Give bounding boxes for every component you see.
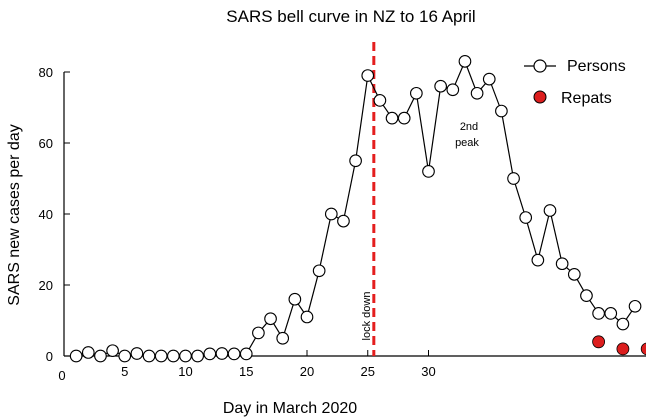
persons-point — [215, 347, 229, 360]
repats-point — [640, 342, 646, 356]
x-tick-label: 10 — [178, 364, 192, 379]
persons-point — [397, 111, 411, 125]
annotation-2nd-peak-line1: 2nd — [460, 121, 478, 133]
persons-point — [470, 86, 484, 100]
persons-point — [385, 111, 399, 125]
x-tick-label: 25 — [361, 364, 375, 379]
y-axis: 0 20 40 60 80 — [39, 65, 70, 364]
persons-point — [446, 83, 460, 97]
persons-point — [410, 86, 423, 100]
persons-point — [239, 347, 253, 361]
persons-point — [567, 268, 581, 281]
persons-point — [167, 349, 180, 363]
persons-point — [628, 299, 642, 313]
y-ticks: 0 20 40 60 80 — [39, 65, 70, 364]
annotation-2nd-peak-line2: peak — [455, 137, 479, 149]
persons-point — [592, 307, 605, 320]
persons-point — [507, 172, 520, 185]
persons-point — [482, 72, 496, 86]
persons-point — [227, 347, 241, 361]
persons-point — [349, 154, 362, 168]
x-tick-label: 15 — [239, 364, 253, 379]
persons-point — [434, 79, 448, 93]
persons-point — [580, 289, 593, 303]
y-axis-label: SARS new cases per day — [6, 124, 23, 305]
persons-point — [276, 331, 290, 345]
persons-point — [458, 54, 472, 68]
y-tick-label: 40 — [39, 207, 53, 222]
repats-point — [592, 335, 605, 349]
persons-point — [300, 310, 314, 324]
persons-point — [179, 349, 192, 363]
persons-point — [106, 344, 119, 358]
persons-point — [130, 347, 144, 360]
repats-point — [616, 342, 630, 356]
persons-point — [361, 69, 375, 82]
persons-point — [543, 204, 557, 217]
persons-point — [142, 349, 156, 363]
legend-repats-marker — [533, 90, 547, 104]
persons-point — [616, 317, 630, 331]
lockdown-label: lock down — [361, 292, 373, 341]
y-tick-label: 0 — [46, 349, 53, 364]
y-tick-label: 60 — [39, 136, 53, 151]
series-points — [69, 54, 646, 363]
persons-point — [531, 253, 545, 267]
persons-point — [288, 292, 302, 306]
persons-point — [94, 349, 107, 363]
x-tick-label: 0 — [58, 368, 65, 383]
persons-point — [154, 349, 168, 363]
persons-point — [337, 214, 350, 228]
persons-point — [264, 312, 277, 326]
x-tick-label: 30 — [421, 364, 435, 379]
persons-point — [252, 326, 265, 340]
legend-persons-label: Persons — [567, 58, 626, 75]
persons-point — [203, 347, 217, 361]
legend-persons-marker — [533, 59, 547, 73]
persons-point — [373, 94, 387, 107]
persons-point — [519, 211, 533, 224]
legend: Persons Repats — [524, 58, 626, 107]
lockdown-line-group: lock down — [361, 42, 376, 356]
persons-point — [422, 165, 435, 178]
legend-repats-label: Repats — [561, 90, 612, 107]
persons-point — [495, 104, 508, 118]
x-axis-label: Day in March 2020 — [223, 400, 357, 417]
x-tick-label: 5 — [121, 364, 128, 379]
persons-point — [191, 349, 204, 363]
y-tick-label: 80 — [39, 65, 53, 80]
persons-point — [604, 307, 618, 320]
persons-point — [118, 349, 132, 363]
x-tick-label: 20 — [300, 364, 314, 379]
persons-point — [312, 264, 326, 278]
x-ticks: 0 5 10 15 20 25 30 — [58, 350, 436, 383]
persons-point — [555, 257, 569, 271]
persons-point — [69, 349, 83, 363]
persons-point — [324, 207, 338, 221]
chart-title: SARS bell curve in NZ to 16 April — [226, 7, 475, 26]
persons-point — [81, 346, 95, 359]
y-tick-label: 20 — [39, 278, 53, 293]
